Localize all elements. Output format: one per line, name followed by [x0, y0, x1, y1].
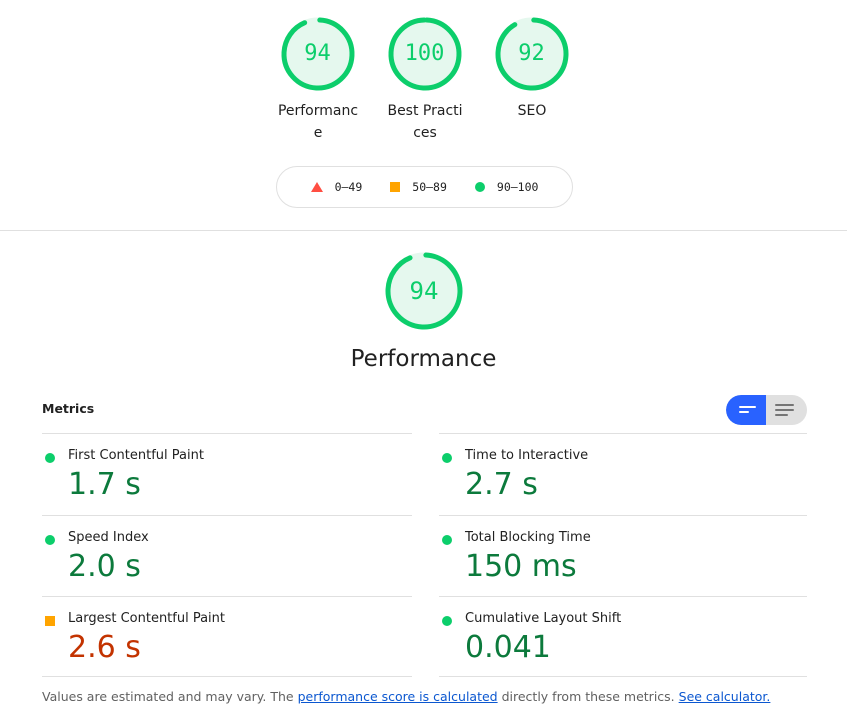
- gauge-seo[interactable]: 92 SEO: [478, 16, 585, 122]
- divider: [0, 230, 847, 231]
- category-title: Performance: [350, 346, 497, 372]
- metric-value: 0.041: [465, 630, 551, 665]
- metrics-view-toggle[interactable]: [726, 395, 807, 425]
- metric-value: 2.7 s: [465, 467, 538, 502]
- gauge-best-practices[interactable]: 100 Best Practices: [371, 16, 478, 144]
- circle-icon: [442, 453, 452, 463]
- circle-icon: [45, 534, 55, 545]
- see-calculator-link[interactable]: See calculator.: [678, 689, 771, 704]
- gauge-label: SEO: [517, 103, 547, 119]
- summary-view-button[interactable]: [726, 395, 766, 425]
- metric-first-contentful-paint: First Contentful Paint 1.7 s: [42, 433, 412, 514]
- legend-average: 50–89: [412, 180, 447, 194]
- metric-time-to-interactive: Time to Interactive 2.7 s: [439, 433, 807, 514]
- gauge-ring: [281, 17, 354, 91]
- expanded-view-button[interactable]: [766, 395, 807, 425]
- metrics-header: Metrics: [42, 401, 95, 416]
- gauge-arc: [281, 17, 354, 91]
- square-icon: [390, 182, 401, 192]
- metric-name: Total Blocking Time: [465, 529, 591, 545]
- square-icon: [45, 616, 55, 626]
- divider: [42, 676, 412, 677]
- metric-name: Cumulative Layout Shift: [465, 611, 622, 626]
- divider: [439, 676, 807, 677]
- metric-total-blocking-time: Total Blocking Time 150 ms: [439, 514, 807, 596]
- gauge-ring: [495, 17, 568, 91]
- metric-value: 2.0 s: [68, 548, 141, 584]
- circle-icon: [442, 616, 452, 626]
- circle-icon: [442, 534, 452, 545]
- metric-value: 1.7 s: [68, 467, 141, 502]
- footer-text: Values are estimated and may vary. The: [42, 689, 298, 704]
- metric-name: First Contentful Paint: [68, 448, 204, 463]
- score-legend: 0–49 50–89 90–100: [276, 166, 573, 208]
- gauge-ring: [388, 17, 461, 91]
- legend-fail: 0–49: [334, 180, 363, 194]
- performance-score-large: 94: [409, 277, 439, 305]
- gauge-score: 100: [404, 41, 445, 66]
- metric-value: 150 ms: [465, 548, 577, 584]
- circle-icon: [474, 182, 485, 192]
- metric-cumulative-layout-shift: Cumulative Layout Shift 0.041: [439, 596, 807, 677]
- metric-name: Time to Interactive: [465, 448, 589, 463]
- gauge-label: Best Practices: [387, 103, 463, 141]
- metric-name: Speed Index: [68, 529, 149, 545]
- footer-note: Values are estimated and may vary. The p…: [42, 689, 770, 704]
- metric-largest-contentful-paint: Largest Contentful Paint 2.6 s: [42, 596, 412, 677]
- triangle-icon: [310, 182, 323, 192]
- legend-pass: 90–100: [496, 180, 539, 194]
- gauge-score: 94: [304, 41, 331, 66]
- footer-text: directly from these metrics.: [497, 689, 679, 704]
- gauge-performance[interactable]: 94 Performance: [264, 16, 371, 144]
- score-calculated-link[interactable]: performance score is calculated: [297, 689, 498, 704]
- gauge-arc: [385, 252, 463, 330]
- metric-speed-index: Speed Index 2.0 s: [42, 514, 412, 596]
- gauge-arc: [495, 17, 568, 91]
- metric-name: Largest Contentful Paint: [68, 611, 226, 626]
- gauge-score: 92: [518, 41, 545, 66]
- gauge-label: Performance: [277, 103, 359, 141]
- circle-icon: [45, 453, 55, 463]
- metric-value: 2.6 s: [68, 630, 141, 665]
- performance-gauge-large: [385, 252, 463, 330]
- gauge-arc: [388, 17, 461, 91]
